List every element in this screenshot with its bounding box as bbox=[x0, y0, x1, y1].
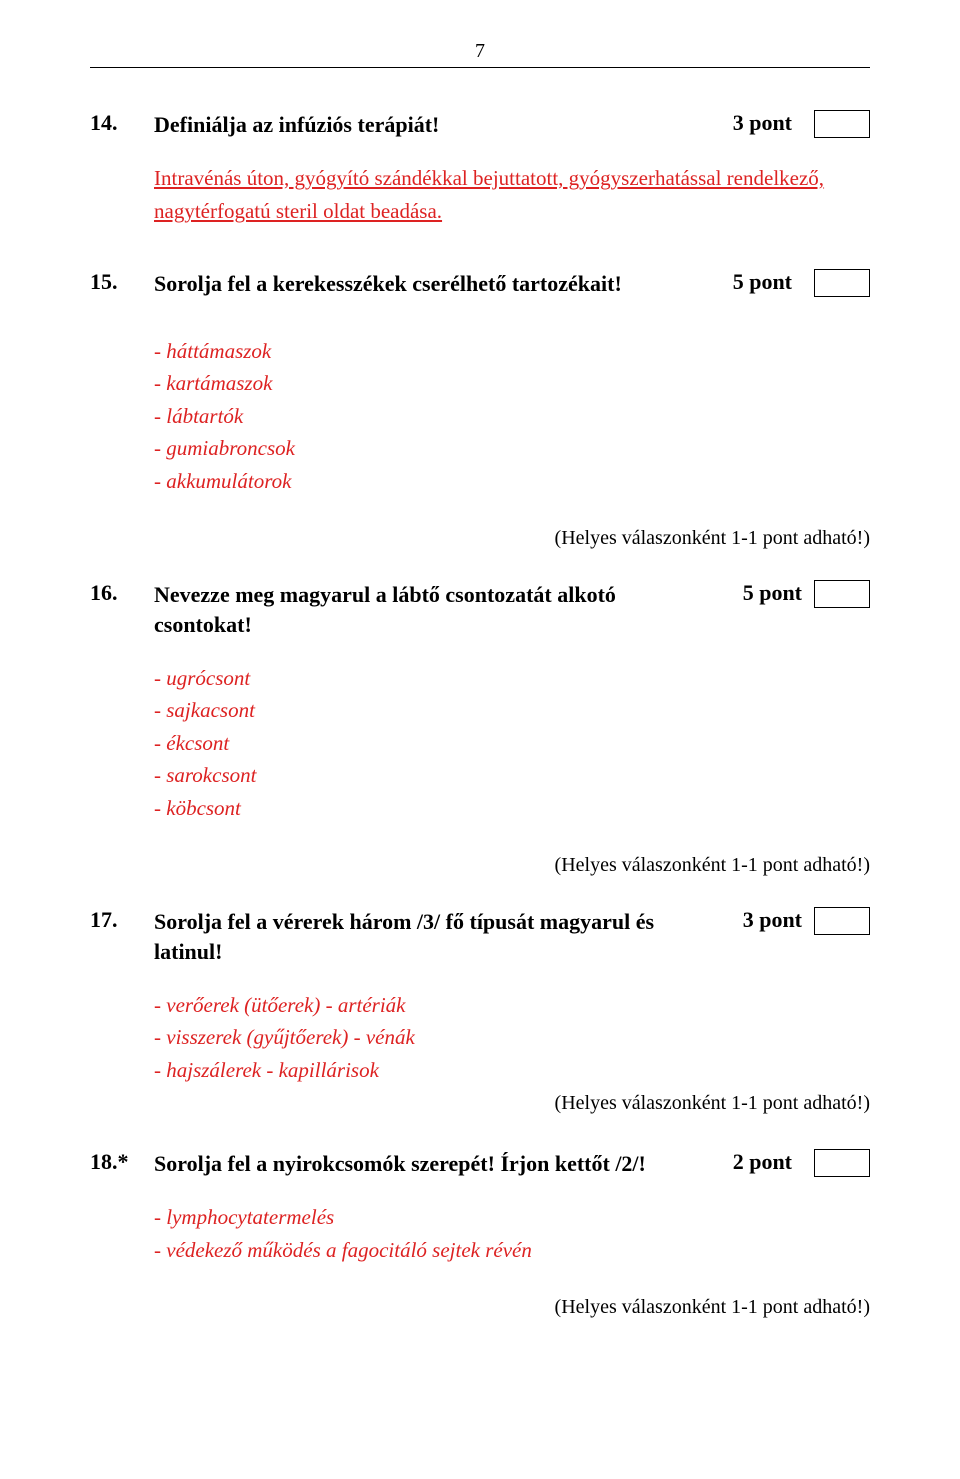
q14-points: 3 pont bbox=[733, 110, 792, 136]
q14-title: Definiálja az infúziós terápiát! bbox=[154, 110, 723, 140]
q17-item-b: - visszerek (gyűjtőerek) - vénák bbox=[154, 1021, 870, 1054]
q18-points-box[interactable] bbox=[814, 1149, 870, 1177]
q17-points-box[interactable] bbox=[814, 907, 870, 935]
q16-points-box[interactable] bbox=[814, 580, 870, 608]
q15-item-c: - lábtartók bbox=[154, 400, 870, 433]
q17-title-line2: latinul! bbox=[154, 937, 870, 967]
q15-scoring: (Helyes válaszonként 1-1 pont adható!) bbox=[90, 527, 870, 550]
q16-number: 16. bbox=[90, 580, 144, 606]
q16-item-e: - köbcsont bbox=[154, 792, 870, 825]
question-18: 18.* Sorolja fel a nyirokcsomók szerepét… bbox=[90, 1149, 870, 1319]
q17-item-c: - hajszálerek - kapillárisok bbox=[154, 1054, 870, 1087]
q18-number: 18.* bbox=[90, 1149, 144, 1175]
q18-item-b: - védekező működés a fagocitáló sejtek r… bbox=[154, 1234, 870, 1267]
q15-number: 15. bbox=[90, 269, 144, 295]
q14-answer: Intravénás úton, gyógyító szándékkal bej… bbox=[154, 162, 870, 229]
q18-scoring: (Helyes válaszonként 1-1 pont adható!) bbox=[90, 1296, 870, 1319]
page: 7 14. Definiálja az infúziós terápiát! 3… bbox=[0, 0, 960, 1419]
q16-item-c: - ékcsont bbox=[154, 727, 870, 760]
q16-points: 5 pont bbox=[743, 580, 802, 606]
q15-title: Sorolja fel a kerekesszékek cserélhető t… bbox=[154, 269, 723, 299]
q15-item-a: - háttámaszok bbox=[154, 335, 870, 368]
q15-points: 5 pont bbox=[733, 269, 792, 295]
q17-title-line1: Sorolja fel a vérerek három /3/ fő típus… bbox=[154, 907, 743, 937]
q15-item-d: - gumiabroncsok bbox=[154, 432, 870, 465]
q15-points-box[interactable] bbox=[814, 269, 870, 297]
q16-title-line1: Nevezze meg magyarul a lábtő csontozatát… bbox=[154, 580, 743, 610]
q14-points-box[interactable] bbox=[814, 110, 870, 138]
q18-points: 2 pont bbox=[733, 1149, 792, 1175]
question-15: 15. Sorolja fel a kerekesszékek cserélhe… bbox=[90, 269, 870, 550]
q16-item-a: - ugrócsont bbox=[154, 662, 870, 695]
q17-item-a: - verőerek (ütőerek) - artériák bbox=[154, 989, 870, 1022]
question-14: 14. Definiálja az infúziós terápiát! 3 p… bbox=[90, 110, 870, 229]
q17-points: 3 pont bbox=[743, 907, 802, 933]
q15-item-b: - kartámaszok bbox=[154, 367, 870, 400]
q18-item-a: - lymphocytatermelés bbox=[154, 1201, 870, 1234]
q14-number: 14. bbox=[90, 110, 144, 136]
q17-scoring: (Helyes válaszonként 1-1 pont adható!) bbox=[90, 1092, 870, 1115]
q16-item-b: - sajkacsont bbox=[154, 694, 870, 727]
question-16: 16. Nevezze meg magyarul a lábtő csontoz… bbox=[90, 580, 870, 877]
q15-item-e: - akkumulátorok bbox=[154, 465, 870, 498]
q16-title-line2: csontokat! bbox=[154, 610, 870, 640]
q16-item-d: - sarokcsont bbox=[154, 759, 870, 792]
q17-number: 17. bbox=[90, 907, 144, 933]
top-rule bbox=[90, 67, 870, 68]
question-17: 17. Sorolja fel a vérerek három /3/ fő t… bbox=[90, 907, 870, 1115]
q18-title: Sorolja fel a nyirokcsomók szerepét! Írj… bbox=[154, 1149, 723, 1179]
q16-scoring: (Helyes válaszonként 1-1 pont adható!) bbox=[90, 854, 870, 877]
page-number: 7 bbox=[90, 40, 870, 63]
